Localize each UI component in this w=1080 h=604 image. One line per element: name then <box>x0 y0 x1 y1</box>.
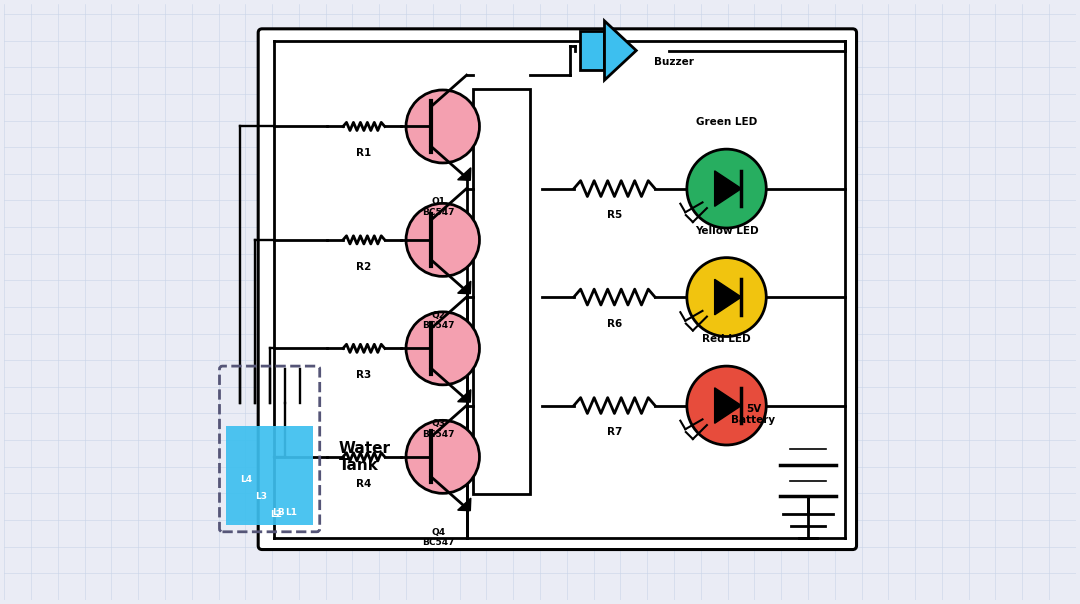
Polygon shape <box>715 279 742 315</box>
Text: LB: LB <box>272 508 285 517</box>
Text: Q1
BC547: Q1 BC547 <box>422 198 455 217</box>
Text: L4: L4 <box>241 475 253 484</box>
Text: L1: L1 <box>285 508 297 517</box>
Circle shape <box>687 149 766 228</box>
Text: R6: R6 <box>607 319 622 329</box>
Text: Water
Tank: Water Tank <box>338 441 391 473</box>
Text: Green LED: Green LED <box>696 117 757 127</box>
Polygon shape <box>605 21 636 80</box>
Text: L2: L2 <box>270 510 282 518</box>
Polygon shape <box>458 498 471 510</box>
Text: 5V
Battery: 5V Battery <box>731 403 775 425</box>
Polygon shape <box>458 168 471 180</box>
Text: R1: R1 <box>356 148 372 158</box>
Text: Red LED: Red LED <box>702 335 751 344</box>
Polygon shape <box>458 390 471 402</box>
Circle shape <box>406 420 480 493</box>
Circle shape <box>687 366 766 445</box>
FancyBboxPatch shape <box>258 29 856 550</box>
Text: R7: R7 <box>607 427 622 437</box>
Bar <box>473 89 530 494</box>
Polygon shape <box>458 281 471 294</box>
Polygon shape <box>715 388 742 423</box>
Circle shape <box>406 312 480 385</box>
Text: Q4
BC547: Q4 BC547 <box>422 528 455 547</box>
Text: Q2
BC547: Q2 BC547 <box>422 311 455 330</box>
Polygon shape <box>715 171 742 207</box>
Circle shape <box>406 90 480 163</box>
Text: L3: L3 <box>255 492 267 501</box>
Bar <box>227 426 313 525</box>
Bar <box>580 31 605 70</box>
Circle shape <box>406 204 480 277</box>
Text: Q3
BC547: Q3 BC547 <box>422 419 455 439</box>
Text: Buzzer: Buzzer <box>654 57 694 68</box>
Text: R3: R3 <box>356 370 372 380</box>
Text: R5: R5 <box>607 210 622 220</box>
Text: R4: R4 <box>356 478 372 489</box>
Circle shape <box>687 258 766 336</box>
Text: Yellow LED: Yellow LED <box>694 226 758 236</box>
Text: R2: R2 <box>356 262 372 272</box>
